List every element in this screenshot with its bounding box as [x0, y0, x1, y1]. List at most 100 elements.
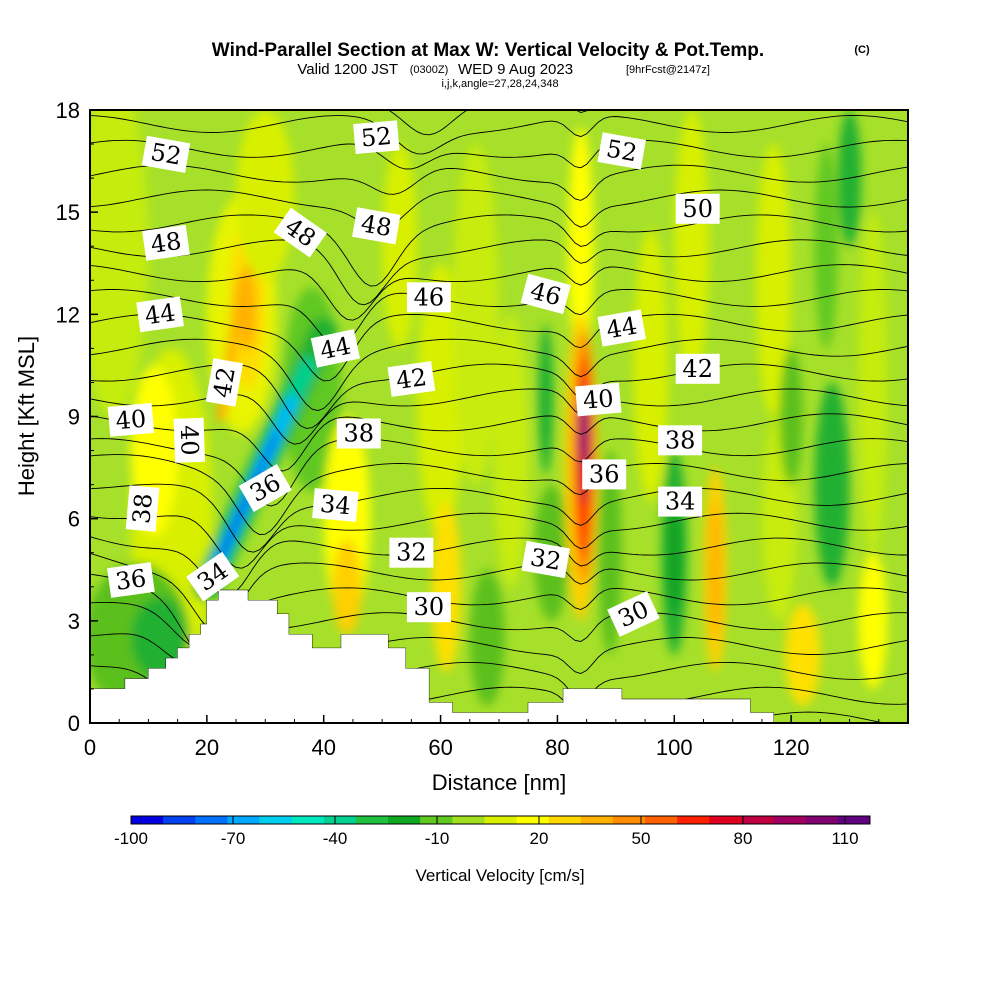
contour-label-text: 40 — [175, 425, 204, 457]
contour-label-box — [107, 403, 155, 437]
terrain — [90, 590, 774, 723]
contour-label-text: 32 — [528, 543, 563, 576]
contour-label-text: 52 — [149, 138, 184, 171]
x-tick-label: 120 — [773, 735, 810, 760]
colorbar-swatch — [195, 816, 228, 824]
contour-label-text: 32 — [396, 539, 427, 567]
velocity-cell — [858, 212, 888, 553]
contour-label-box — [389, 537, 434, 568]
contour-label-box — [582, 459, 627, 490]
contour-label: 44 — [310, 329, 361, 368]
velocity-cell — [674, 110, 710, 383]
contour-label-box — [575, 382, 622, 417]
velocity-cell — [90, 110, 149, 417]
colorbar-tick-label: 50 — [632, 829, 651, 848]
contour-label: 42 — [675, 353, 720, 384]
contour-label-text: 42 — [208, 365, 241, 400]
valid-date: WED 9 Aug 2023 — [458, 61, 573, 78]
contour-label: 52 — [141, 135, 191, 173]
contour-label-box — [406, 282, 451, 313]
contour-label-text: 40 — [582, 384, 615, 415]
colorbar-swatch — [741, 816, 775, 824]
colorbar-swatch — [259, 816, 293, 824]
x-tick-label: 40 — [311, 735, 335, 760]
contour-label-text: 34 — [665, 488, 696, 516]
contour-label-text: 46 — [414, 283, 445, 311]
colorbar-swatch — [645, 816, 678, 824]
x-axis: 0 20 40 60 80 100 120 — [84, 715, 880, 760]
colorbar-swatch — [484, 816, 518, 824]
contour-label-box — [125, 485, 160, 532]
contour-label-box — [353, 120, 400, 155]
contour-label: 38 — [125, 485, 160, 532]
contour-label: 42 — [387, 361, 436, 397]
velocity-cell — [236, 110, 295, 281]
velocity-cell — [452, 144, 499, 485]
colorbar-tick-label: -70 — [221, 829, 246, 848]
contour-label: 36 — [107, 562, 155, 598]
contour-label: 44 — [597, 309, 646, 347]
contour-label-box — [675, 353, 720, 384]
y-tick-label: 0 — [68, 711, 80, 736]
contour-label: 32 — [521, 540, 570, 579]
chart-title: Wind-Parallel Section at Max W: Vertical… — [212, 40, 764, 61]
colorbar-swatch — [677, 816, 710, 824]
contour-label-text: 52 — [360, 122, 393, 153]
y-tick-label: 6 — [68, 507, 80, 532]
contour-label-text: 44 — [143, 298, 177, 330]
colorbar-tick-label: -100 — [114, 829, 148, 848]
theta-contour — [90, 115, 908, 155]
theta-contour — [90, 264, 908, 321]
theta-contour — [90, 483, 908, 553]
contour-label: 34 — [658, 486, 703, 517]
x-tick-label: 100 — [656, 735, 693, 760]
contour-label-box — [597, 309, 646, 347]
valid-time-utc: (0300Z) — [410, 64, 449, 76]
theta-contour — [90, 164, 908, 201]
contour-label: 40 — [107, 403, 155, 437]
contour-label: 30 — [406, 592, 451, 623]
contour-label-box — [352, 207, 401, 245]
contour-label-text: 42 — [394, 363, 428, 395]
contour-label: 46 — [406, 282, 451, 313]
contour-label-text: 44 — [604, 312, 639, 345]
valid-time-prefix: Valid 1200 JST — [297, 61, 398, 78]
contour-label-box — [142, 224, 190, 261]
velocity-cell — [431, 501, 462, 672]
colorbar-swatch — [452, 816, 485, 824]
x-axis-label: Distance [nm] — [432, 770, 567, 795]
colorbar-swatch — [163, 816, 196, 824]
contour-label: 44 — [136, 296, 184, 333]
colorbar-tick-label: 80 — [734, 829, 753, 848]
colorbar-tick-label: 110 — [831, 829, 858, 848]
contour-label-box — [675, 193, 720, 224]
colorbar-swatch — [548, 816, 582, 824]
theta-contour — [90, 413, 908, 472]
colorbar-swatch — [773, 816, 807, 824]
colorbar-label: Vertical Velocity [cm/s] — [415, 866, 584, 885]
y-tick-label: 3 — [68, 609, 80, 634]
velocity-cell — [493, 314, 529, 587]
contour-label-box — [312, 488, 359, 522]
theta-contour — [90, 454, 908, 535]
theta-contour — [90, 289, 908, 347]
contour-label-box — [141, 135, 191, 173]
theta-contour — [90, 139, 908, 170]
contour-label: 46 — [520, 273, 571, 315]
colorbar-swatch — [227, 816, 261, 824]
x-tick-label: 80 — [545, 735, 569, 760]
contour-label-box — [520, 273, 571, 315]
contour-label-text: 38 — [344, 420, 375, 448]
y-tick-label: 15 — [56, 200, 80, 225]
contour-label-box — [521, 540, 570, 579]
y-tick-label: 9 — [68, 405, 80, 430]
y-axis: 0 3 6 9 12 15 18 — [56, 98, 98, 736]
contour-label: 34 — [312, 488, 359, 522]
contour-label: 38 — [336, 418, 381, 449]
theta-contour — [90, 189, 908, 230]
forecast-info: [9hrFcst@2147z] — [626, 64, 710, 76]
contour-label-box — [173, 417, 206, 463]
velocity-cell — [814, 382, 850, 587]
contour-label-text: 36 — [114, 564, 148, 596]
